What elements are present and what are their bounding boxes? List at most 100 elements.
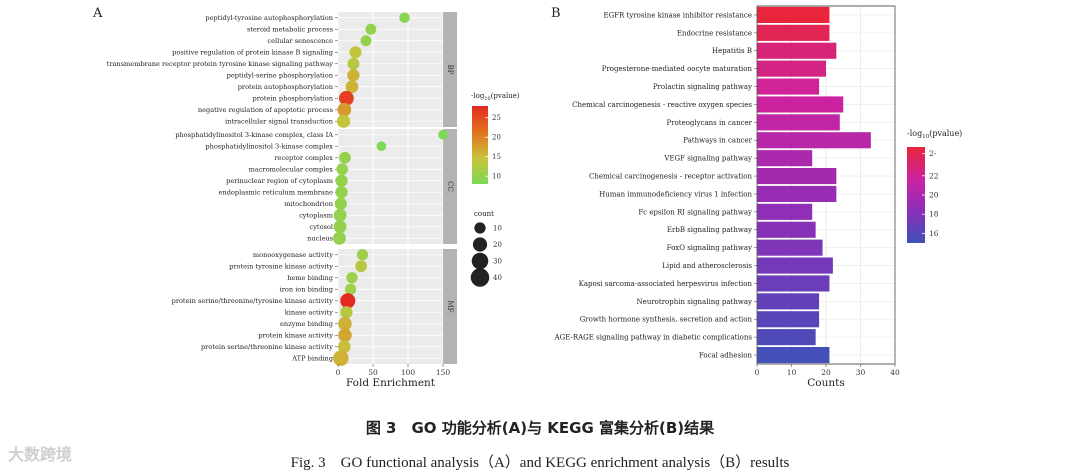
- go-term-label: peptidyl-serine phosphorylation: [227, 72, 334, 80]
- size-legend-dot: [474, 222, 486, 234]
- kegg-bar: [757, 60, 826, 77]
- go-term-dot: [336, 163, 349, 176]
- panel-a-label: A: [92, 6, 103, 21]
- go-term-label: cytoplasm: [299, 212, 334, 220]
- kegg-pathway-label: Neurotrophin signaling pathway: [637, 298, 752, 306]
- color-legend-tick-label: 15: [492, 153, 501, 161]
- facet-strip-label: CC: [446, 181, 454, 192]
- go-term-dot: [335, 186, 348, 199]
- kegg-pathway-label: Growth hormone synthesis, secretion and …: [580, 316, 753, 324]
- go-term-label: positive regulation of protein kinase B …: [172, 49, 334, 57]
- go-term-label: protein serine/threonine/tyrosine kinase…: [172, 297, 334, 305]
- kegg-pathway-label: Chemical carcinogenesis - receptor activ…: [589, 172, 752, 180]
- kegg-pathway-label: Lipid and atherosclerosis: [662, 262, 752, 270]
- x-tick-label: 40: [890, 368, 900, 377]
- color-legend-tick-label: 22: [929, 171, 939, 180]
- go-term-dot: [337, 102, 352, 117]
- go-term-dot: [340, 293, 356, 309]
- go-term-label: intracellular signal transduction: [225, 118, 334, 126]
- go-term-dot: [399, 12, 410, 24]
- go-term-dot: [438, 129, 448, 140]
- go-term-label: negative regulation of apoptotic process: [198, 106, 334, 114]
- watermark-logo: 大数跨境: [8, 445, 73, 464]
- kegg-pathway-label: ErbB signaling pathway: [667, 226, 752, 234]
- go-facet-mf: MF monooxygenase activity protein tyrosine…: [172, 249, 457, 366]
- go-term-dot: [337, 114, 351, 128]
- kegg-pathway-label: Progesterone-mediated oocyte maturation: [602, 65, 753, 73]
- go-term-label: mitochondrion: [284, 200, 334, 208]
- go-term-label: transmembrane receptor protein tyrosine …: [107, 60, 334, 68]
- go-term-label: receptor complex: [274, 154, 333, 162]
- kegg-bar: [757, 275, 830, 292]
- kegg-bar: [757, 78, 820, 95]
- kegg-bar: [757, 42, 837, 59]
- go-term-label: protein phosphorylation: [253, 95, 334, 103]
- go-term-label: heme binding: [287, 274, 334, 282]
- kegg-bar: [757, 132, 871, 149]
- go-term-dot: [344, 283, 357, 295]
- go-term-dot: [347, 57, 360, 70]
- go-term-label: endoplasmic reticulum membrane: [219, 189, 334, 197]
- panel-a-x-axis-title: Fold Enrichment: [346, 377, 436, 389]
- x-tick-label: 0: [755, 368, 760, 377]
- go-term-dot: [333, 208, 347, 222]
- go-term-dot: [334, 197, 347, 210]
- go-term-dot: [333, 220, 347, 234]
- go-term-label: monooxygenase activity: [253, 251, 333, 259]
- size-legend-dot: [471, 252, 489, 270]
- facet-strip: [443, 129, 457, 244]
- kegg-pathway-label: Proteoglycans in cancer: [666, 119, 752, 127]
- size-legend-dot: [472, 237, 488, 252]
- color-legend-title: -log10(pvalue): [471, 92, 520, 102]
- kegg-bar: [757, 293, 820, 310]
- kegg-pathway-label: Pathways in cancer: [683, 137, 752, 145]
- figure-caption-english: Fig. 3 GO functional analysis（A）and KEGG…: [290, 455, 790, 471]
- facet-strip: [443, 249, 457, 364]
- kegg-pathway-label: Hepatitis B: [712, 47, 752, 55]
- kegg-pathway-label: AGE-RAGE signaling pathway in diabetic c…: [554, 334, 753, 342]
- go-term-label: phosphatidylinositol 3-kinase complex: [205, 143, 333, 151]
- facet-plot-background: [338, 129, 443, 244]
- kegg-bar: [757, 239, 823, 256]
- go-facet-cc: CC phosphatidylinositol 3-kinase complex,…: [175, 129, 457, 245]
- go-term-dot: [360, 35, 372, 47]
- go-term-dot: [338, 328, 352, 342]
- color-legend-title: -log10(pvalue): [907, 129, 962, 140]
- panel-a-size-legend: count 10 20 30 40: [470, 210, 502, 287]
- size-legend-label: 30: [493, 258, 502, 266]
- kegg-pathway-label: Focal adhesion: [699, 351, 753, 359]
- figure-canvas: A BP peptidyl-tyrosine autophosphorylation…: [92, 5, 962, 389]
- color-legend-tick-label: 18: [929, 210, 939, 219]
- go-term-dot: [349, 46, 362, 59]
- go-term-label: protein serine/threonine kinase activity: [201, 343, 333, 351]
- facet-strip-label: BP: [446, 65, 454, 75]
- kegg-pathway-label: Chemical carcinogenesis - reactive oxyge…: [572, 101, 752, 109]
- kegg-bar: [757, 185, 837, 203]
- go-term-dot: [337, 340, 351, 354]
- go-term-label: iron ion binding: [280, 286, 334, 294]
- go-term-label: nucleus: [307, 235, 333, 243]
- kegg-bar: [757, 221, 816, 238]
- facet-strip: [443, 12, 457, 127]
- kegg-bar: [757, 167, 837, 185]
- x-tick-label: 0: [336, 368, 341, 377]
- go-term-dot: [332, 231, 346, 245]
- kegg-bar: [757, 346, 830, 364]
- kegg-pathway-label: EGFR tyrosine kinase inhibitor resistanc…: [604, 11, 753, 19]
- go-term-label: enzyme binding: [280, 320, 334, 328]
- color-legend-tick-label: 20: [929, 191, 939, 200]
- kegg-pathway-label: Prolactin signaling pathway: [653, 83, 752, 91]
- panel-a-color-legend: -log10(pvalue) 10 15 20 25: [471, 92, 520, 184]
- x-tick-label: 150: [436, 368, 451, 377]
- color-legend-bar: [907, 147, 925, 243]
- go-term-dot: [339, 90, 354, 106]
- size-legend-label: 40: [493, 274, 502, 282]
- x-tick-label: 10: [787, 368, 797, 377]
- color-legend-tick-label: 20: [492, 134, 501, 142]
- kegg-bar: [757, 311, 820, 328]
- go-term-label: peptidyl-tyrosine autophosphorylation: [205, 14, 333, 22]
- panel-b-label: B: [551, 6, 561, 21]
- go-term-label: steroid metabolic process: [247, 26, 334, 34]
- facet-plot-background: [338, 249, 443, 364]
- go-term-dot: [339, 151, 351, 164]
